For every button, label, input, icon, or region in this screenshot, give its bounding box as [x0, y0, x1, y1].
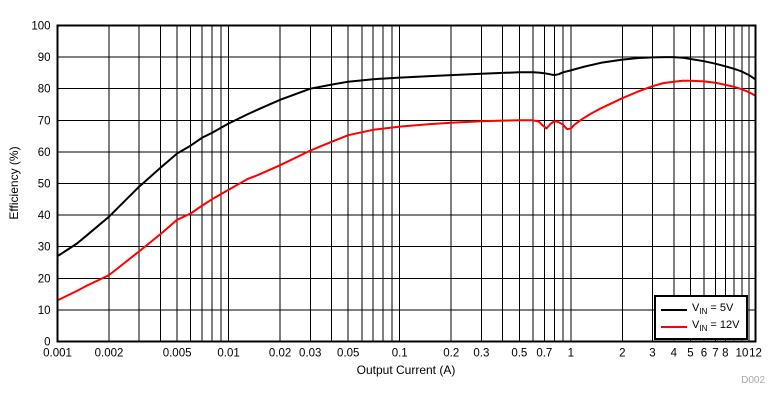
- x-tick-label: 0.7: [536, 348, 552, 360]
- x-tick-label: 12: [749, 348, 762, 360]
- x-tick-label: 1: [568, 348, 574, 360]
- x-axis-title: Output Current (A): [356, 363, 456, 377]
- y-tick-label: 90: [38, 52, 51, 64]
- legend-label-12v-sub: IN: [699, 324, 708, 334]
- x-tick-label: 6: [701, 348, 707, 360]
- legend-label-5v-prefix: V: [692, 302, 700, 315]
- x-tick-label: 4: [671, 348, 678, 360]
- y-gridlines: [57, 25, 756, 342]
- x-tick-label: 0.05: [337, 348, 359, 360]
- legend-entry-vin-12v: VIN = 12V: [661, 318, 742, 335]
- legend-line-swatch-12v: [661, 325, 687, 328]
- y-axis-title: Efficiency (%): [7, 146, 21, 220]
- legend-entry-vin-5v: VIN = 5V: [661, 301, 742, 318]
- y-tick-label: 60: [38, 147, 51, 159]
- x-tick-label: 7: [712, 348, 718, 360]
- x-tick-label: 0.1: [392, 348, 408, 360]
- y-tick-label: 100: [31, 21, 50, 33]
- x-tick-label: 0.03: [299, 348, 321, 360]
- x-tick-label: 0.001: [43, 348, 72, 360]
- x-tick-labels: 0.001 0.002 0.005 0.01 0.02 0.03 0.05 0.1 0.2 0.3…: [43, 348, 762, 360]
- x-tick-label: 3: [649, 348, 655, 360]
- x-tick-label: 0.2: [443, 348, 459, 360]
- x-tick-label: 0.005: [163, 348, 192, 360]
- y-tick-labels: 0 10 20 30 40 50 60 70 80 90 100: [31, 21, 50, 349]
- legend: VIN = 5V VIN = 12V: [654, 295, 748, 340]
- y-tick-label: 50: [38, 179, 51, 191]
- x-tick-label: 10: [736, 348, 749, 360]
- figure-id: D002: [741, 375, 765, 386]
- legend-label-12v-rest: = 12V: [707, 319, 740, 332]
- legend-label-5v: VIN = 5V: [692, 302, 733, 316]
- series-curve-vin-12v: [56, 79, 757, 302]
- series-curve-vin-5v: [56, 56, 757, 258]
- x-tick-label: 8: [722, 348, 728, 360]
- legend-label-12v: VIN = 12V: [692, 319, 739, 333]
- plot-frame: [56, 24, 757, 343]
- x-tick-label: 0.5: [511, 348, 527, 360]
- x-tick-label: 0.02: [269, 348, 291, 360]
- y-tick-label: 0: [44, 337, 50, 349]
- x-tick-label: 0.002: [95, 348, 124, 360]
- x-tick-label: 0.01: [217, 348, 239, 360]
- legend-label-12v-prefix: V: [692, 319, 700, 332]
- x-tick-label: 2: [619, 348, 625, 360]
- x-tick-label: 5: [687, 348, 693, 360]
- legend-line-swatch-5v: [661, 308, 687, 311]
- y-tick-label: 30: [38, 242, 51, 254]
- y-tick-label: 40: [38, 210, 51, 222]
- x-tick-label: 0.3: [473, 348, 489, 360]
- legend-label-5v-rest: = 5V: [707, 302, 734, 315]
- legend-label-5v-sub: IN: [699, 307, 708, 317]
- y-tick-label: 10: [38, 305, 51, 317]
- y-tick-label: 20: [38, 273, 51, 285]
- y-tick-label: 70: [38, 115, 51, 127]
- y-tick-label: 80: [38, 84, 51, 96]
